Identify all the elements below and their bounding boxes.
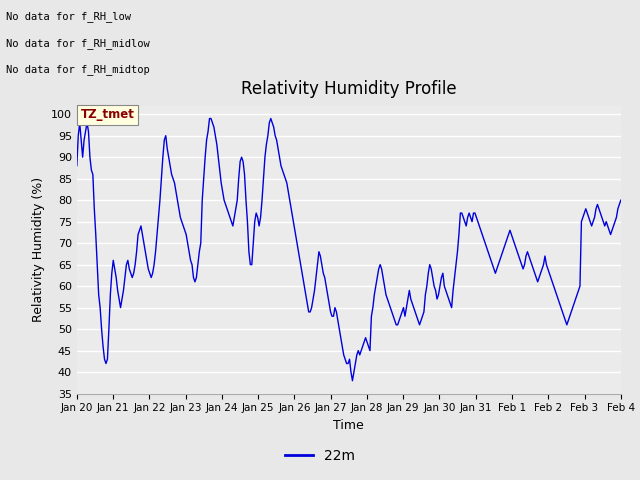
Text: No data for f_RH_midtop: No data for f_RH_midtop [6, 64, 150, 75]
Y-axis label: Relativity Humidity (%): Relativity Humidity (%) [33, 177, 45, 322]
X-axis label: Time: Time [333, 419, 364, 432]
Text: TZ_tmet: TZ_tmet [81, 108, 135, 121]
Text: No data for f_RH_midlow: No data for f_RH_midlow [6, 37, 150, 48]
Title: Relativity Humidity Profile: Relativity Humidity Profile [241, 81, 456, 98]
Legend: 22m: 22m [280, 443, 360, 468]
Text: No data for f_RH_low: No data for f_RH_low [6, 11, 131, 22]
